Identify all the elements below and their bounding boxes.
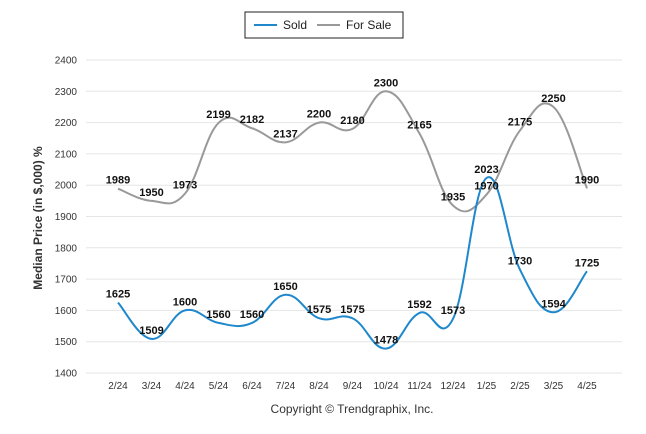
data-label-sold: 1600 [173, 296, 197, 308]
data-label-sold: 1650 [273, 281, 297, 293]
data-label-for-sale: 1990 [575, 174, 599, 186]
x-tick-label: 6/24 [242, 381, 262, 392]
data-label-sold: 1478 [374, 335, 398, 347]
x-axis-ticks: 2/24 3/24 4/24 5/24 6/24 7/24 8/24 9/24 10/24 11/… [108, 381, 597, 392]
data-label-for-sale: 2200 [307, 109, 331, 121]
data-labels: 1625 1509 1600 1560 1560 1650 1575 1575 1478 1592… [106, 77, 599, 346]
x-tick-label: 2/25 [510, 381, 530, 392]
y-tick-label: 1600 [55, 306, 78, 317]
x-tick-label: 2/24 [108, 381, 128, 392]
gridlines [86, 59, 622, 374]
y-tick-label: 1700 [55, 275, 78, 286]
data-label-for-sale: 2175 [508, 116, 532, 128]
data-label-sold: 1592 [407, 299, 431, 311]
x-tick-label: 5/24 [209, 381, 229, 392]
data-label-sold: 1573 [441, 305, 465, 317]
legend: Sold For Sale [244, 11, 404, 39]
data-label-sold: 2023 [474, 164, 498, 176]
series-line-sold [117, 176, 588, 350]
x-tick-label: 9/24 [343, 381, 363, 392]
data-label-for-sale: 2182 [240, 114, 264, 126]
x-tick-label: 1/25 [477, 381, 497, 392]
x-tick-label: 7/24 [276, 381, 296, 392]
x-tick-label: 3/24 [142, 381, 162, 392]
data-label-sold: 1509 [139, 325, 163, 337]
series-line-for-sale [117, 90, 588, 213]
y-tick-label: 1400 [55, 369, 78, 380]
data-label-sold: 1594 [541, 298, 566, 310]
y-tick-label: 2200 [55, 118, 78, 129]
data-label-for-sale: 2199 [206, 109, 230, 121]
data-label-for-sale: 2165 [407, 120, 431, 132]
x-tick-label: 12/24 [440, 381, 465, 392]
x-tick-label: 4/25 [577, 381, 597, 392]
y-axis-ticks: 1400 1500 1600 1700 1800 1900 2000 2100 2200 2300… [55, 56, 78, 380]
legend-label-for-sale: For Sale [346, 18, 392, 32]
legend-label-sold: Sold [283, 18, 307, 32]
y-tick-label: 1800 [55, 243, 78, 254]
y-tick-label: 1900 [55, 212, 78, 223]
y-tick-label: 2000 [55, 181, 78, 192]
y-tick-label: 2100 [55, 149, 78, 160]
data-label-for-sale: 1973 [173, 180, 197, 192]
data-label-sold: 1575 [307, 304, 331, 316]
data-label-for-sale: 1935 [441, 192, 465, 204]
data-label-for-sale: 1970 [474, 181, 498, 193]
y-tick-label: 2300 [55, 87, 78, 98]
series-lines [117, 90, 588, 350]
data-label-for-sale: 1989 [106, 175, 130, 187]
x-tick-label: 4/24 [175, 381, 195, 392]
y-tick-label: 1500 [55, 337, 78, 348]
y-tick-label: 2400 [55, 56, 78, 67]
x-tick-label: 10/24 [373, 381, 398, 392]
data-label-for-sale: 2180 [340, 115, 364, 127]
data-label-for-sale: 2137 [273, 128, 297, 140]
data-label-sold: 1575 [340, 304, 364, 316]
data-label-sold: 1560 [206, 309, 230, 321]
data-label-sold: 1730 [508, 256, 532, 268]
data-label-sold: 1560 [240, 309, 264, 321]
footer-copyright: Copyright © Trendgraphix, Inc. [271, 402, 434, 416]
data-label-for-sale: 2250 [541, 93, 565, 105]
x-tick-label: 3/25 [544, 381, 564, 392]
data-label-sold: 1625 [106, 289, 130, 301]
data-label-for-sale: 1950 [139, 187, 163, 199]
data-label-for-sale: 2300 [374, 77, 398, 89]
data-label-sold: 1725 [575, 257, 599, 269]
y-axis-title: Median Price (in $,000) % [31, 146, 45, 290]
x-tick-label: 8/24 [309, 381, 329, 392]
x-tick-label: 11/24 [407, 381, 432, 392]
